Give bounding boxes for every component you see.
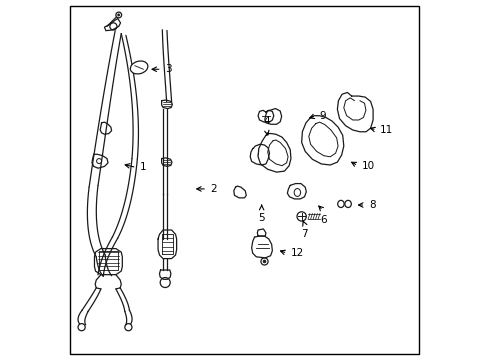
Ellipse shape: [337, 201, 344, 207]
Ellipse shape: [130, 61, 147, 74]
Circle shape: [116, 12, 122, 18]
Polygon shape: [162, 100, 172, 109]
Polygon shape: [159, 270, 171, 279]
Text: 3: 3: [165, 64, 171, 74]
Polygon shape: [250, 144, 269, 165]
Polygon shape: [258, 134, 290, 172]
Polygon shape: [233, 186, 246, 198]
Polygon shape: [337, 93, 372, 132]
Polygon shape: [264, 109, 281, 124]
Polygon shape: [104, 18, 121, 31]
Text: 5: 5: [258, 213, 264, 223]
Polygon shape: [301, 116, 343, 165]
Text: 1: 1: [140, 162, 146, 172]
Text: 2: 2: [210, 184, 217, 194]
Text: 9: 9: [319, 111, 325, 121]
Text: 12: 12: [290, 248, 304, 258]
Polygon shape: [251, 236, 272, 258]
Ellipse shape: [344, 201, 350, 207]
Text: 8: 8: [368, 200, 375, 210]
Polygon shape: [100, 122, 111, 134]
Text: 4: 4: [263, 116, 269, 126]
Polygon shape: [257, 229, 265, 236]
Text: 10: 10: [361, 161, 374, 171]
Text: 7: 7: [301, 229, 307, 239]
Polygon shape: [287, 184, 305, 199]
Polygon shape: [92, 154, 108, 168]
Polygon shape: [258, 111, 273, 122]
Text: 6: 6: [319, 215, 325, 225]
Polygon shape: [162, 158, 172, 166]
Circle shape: [118, 14, 120, 16]
Circle shape: [296, 212, 305, 221]
Circle shape: [263, 260, 265, 263]
Text: 11: 11: [380, 125, 393, 135]
Polygon shape: [94, 249, 122, 275]
Polygon shape: [158, 230, 176, 258]
